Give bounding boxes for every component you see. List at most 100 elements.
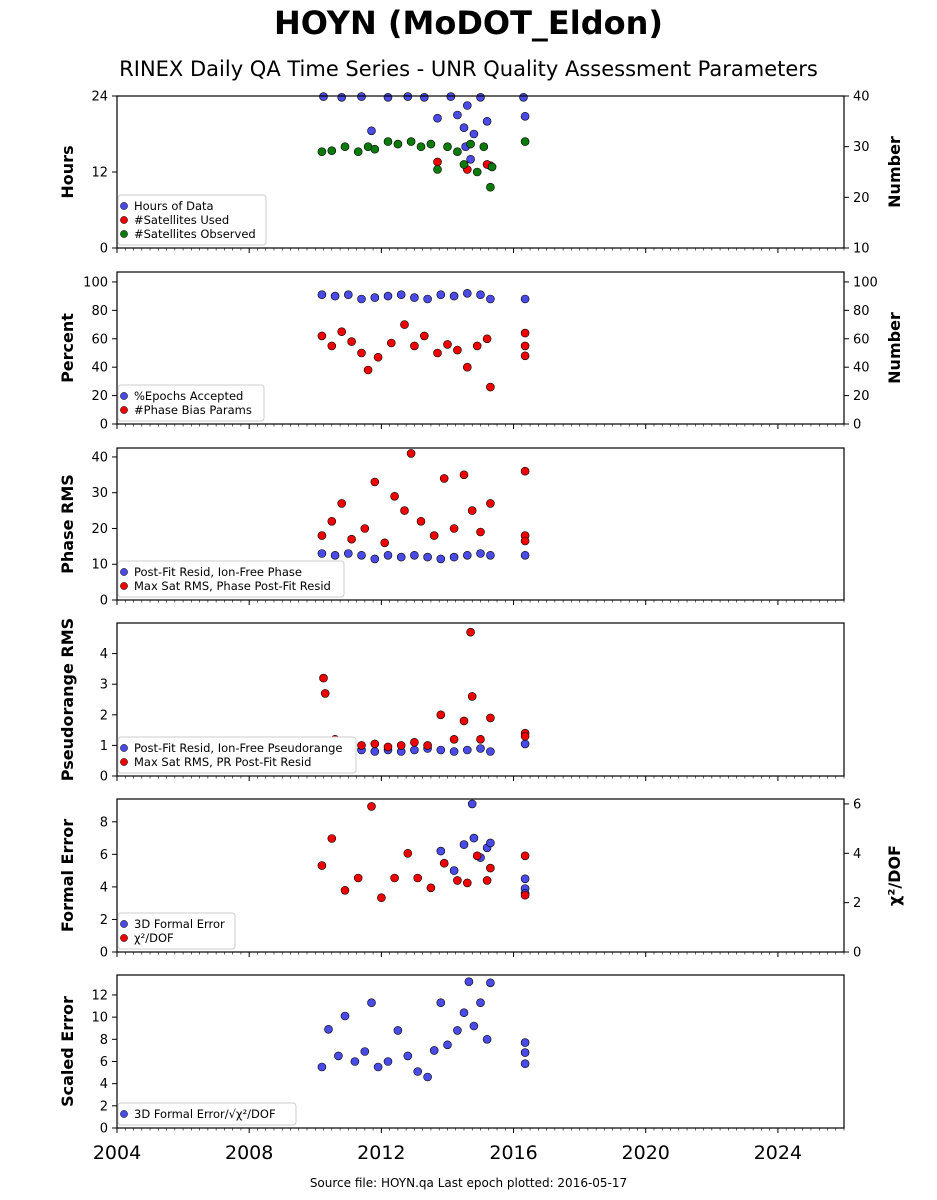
point-1-1: [519, 93, 528, 102]
point-3-1: [357, 550, 366, 560]
point-2-1: [357, 294, 366, 304]
point-5-1: [449, 866, 459, 875]
point-6-1: [324, 1025, 333, 1034]
point-1-3: [406, 137, 416, 146]
y-tick-label-2: 40: [91, 361, 108, 376]
point-3-1: [330, 550, 340, 560]
y-tick-label-2: 80: [91, 304, 108, 319]
point-5-1: [459, 840, 469, 849]
point-5-2: [413, 873, 423, 883]
point-2-1: [330, 291, 340, 301]
point-4-1: [370, 747, 380, 756]
point-1-2: [433, 157, 442, 167]
point-1-1: [433, 113, 442, 123]
point-4-1: [476, 744, 485, 753]
legend-label-1-1: Hours of Data: [134, 199, 214, 213]
point-3-1: [436, 554, 446, 564]
legend-box-6: [117, 1102, 297, 1126]
point-6-1: [520, 1038, 530, 1047]
legend-box-4: [117, 736, 357, 774]
point-6-1: [334, 1051, 343, 1061]
y-right-tick-label-5: 0: [853, 946, 861, 961]
point-6-1: [340, 1011, 350, 1021]
point-2-1: [383, 291, 393, 301]
point-2-1: [449, 291, 459, 301]
point-4-2: [436, 710, 446, 720]
point-4-2: [449, 734, 459, 744]
point-1-3: [340, 142, 350, 151]
x-tick-label: 2012: [357, 1142, 405, 1164]
point-3-2: [520, 536, 530, 546]
point-3-2: [390, 491, 399, 501]
point-1-1: [466, 155, 475, 164]
chart-subtitle: RINEX Daily QA Time Series - UNR Quality…: [119, 57, 818, 81]
point-2-2: [363, 365, 373, 375]
point-1-3: [443, 142, 452, 151]
point-3-1: [396, 552, 406, 562]
point-1-3: [459, 160, 469, 169]
point-2-2: [433, 348, 442, 358]
point-6-1: [373, 1062, 383, 1072]
legend-marker-3-1: [120, 568, 128, 576]
point-2-2: [462, 362, 472, 372]
point-3-2: [400, 506, 409, 515]
legend-label-4-1: Post-Fit Resid, Ion-Free Pseudorange: [134, 741, 342, 755]
y-tick-label-2: 60: [91, 332, 108, 347]
y-tick-label-6: 12: [91, 988, 108, 1003]
point-6-1: [350, 1057, 360, 1066]
point-4-2: [467, 692, 477, 701]
point-1-3: [453, 147, 462, 156]
y-tick-label-6: 10: [91, 1011, 108, 1026]
legend-label-2-2: #Phase Bias Params: [134, 403, 252, 417]
point-3-2: [520, 466, 530, 476]
point-4-2: [410, 737, 419, 747]
point-6-1: [413, 1067, 423, 1076]
point-6-1: [476, 998, 485, 1008]
point-6-1: [469, 1021, 479, 1031]
point-1-3: [472, 167, 482, 177]
point-2-1: [343, 290, 353, 300]
point-6-1: [383, 1057, 393, 1066]
point-3-2: [449, 524, 459, 533]
point-4-2: [520, 731, 530, 741]
point-2-1: [520, 294, 530, 304]
point-2-2: [337, 327, 347, 337]
point-5-2: [482, 876, 492, 885]
point-6-1: [393, 1026, 403, 1035]
legend-marker-1-1: [120, 202, 128, 210]
point-2-1: [317, 290, 327, 300]
point-2-2: [386, 338, 396, 348]
point-4-2: [476, 734, 485, 744]
y-right-axis-label-2: Number: [885, 312, 904, 384]
point-6-1: [443, 1040, 452, 1050]
legend-label-3-2: Max Sat RMS, Phase Post-Fit Resid: [134, 579, 331, 593]
y-tick-label-5: 6: [100, 848, 108, 863]
point-5-2: [377, 893, 386, 903]
point-1-3: [486, 182, 495, 192]
point-6-1: [453, 1026, 462, 1035]
legend-marker-4-1: [120, 744, 128, 752]
y-tick-label-4: 3: [100, 678, 108, 693]
y-tick-label-2: 100: [83, 275, 108, 290]
legend-label-4-2: Max Sat RMS, PR Post-Fit Resid: [134, 755, 311, 769]
y-right-tick-label-5: 2: [853, 896, 861, 911]
point-2-1: [486, 294, 495, 304]
y-tick-label-4: 4: [100, 647, 108, 662]
point-6-1: [486, 978, 495, 988]
x-tick-label: 2016: [489, 1142, 537, 1164]
legend-box-3: [117, 560, 345, 598]
legend-box-2: [117, 384, 265, 422]
point-2-2: [400, 320, 409, 329]
x-tick-label: 2008: [225, 1142, 273, 1164]
legend-box-1: [117, 194, 267, 246]
point-1-3: [426, 139, 436, 149]
y-tick-label-3: 20: [91, 522, 108, 537]
point-3-1: [317, 549, 327, 558]
point-2-2: [347, 337, 356, 346]
point-1-3: [433, 165, 442, 174]
point-2-2: [482, 334, 492, 344]
y-tick-label-3: 30: [91, 486, 108, 501]
y-tick-label-1: 0: [100, 242, 108, 257]
point-2-1: [476, 290, 485, 300]
